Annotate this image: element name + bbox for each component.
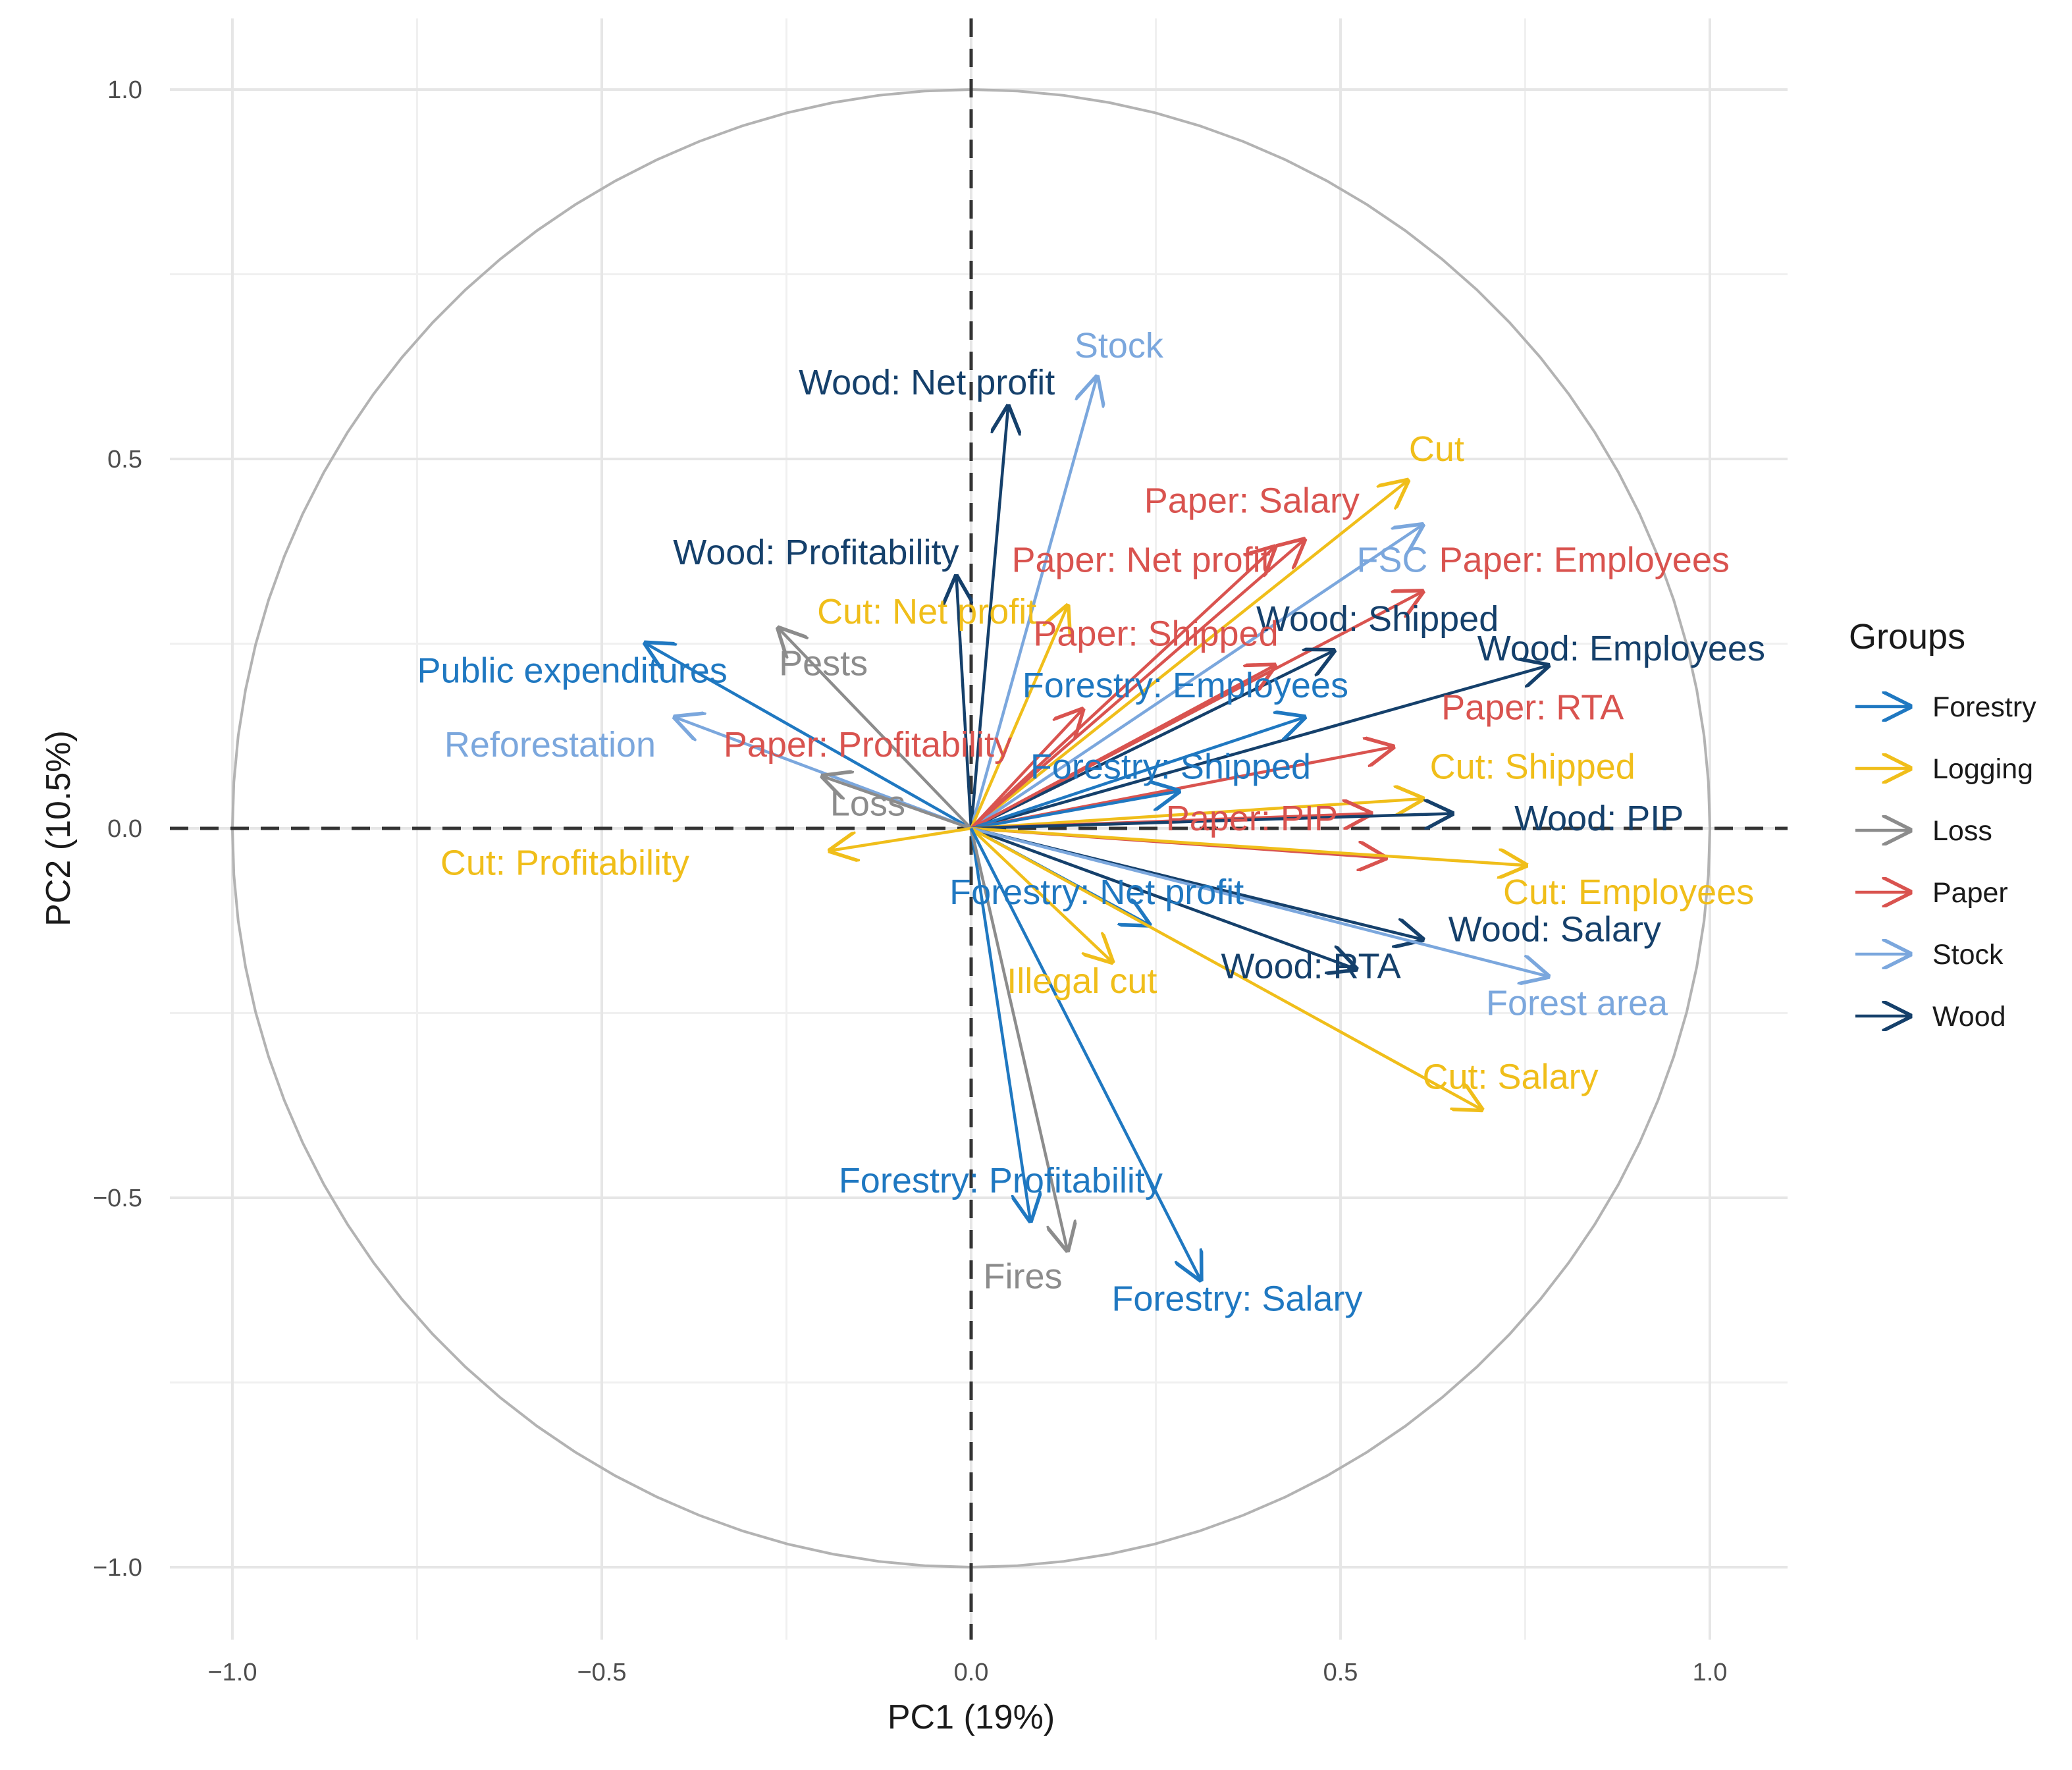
y-tick-label: 1.0 [107,76,142,104]
arrow-wood-pip [970,814,1451,830]
x-tick-label: −0.5 [577,1659,626,1686]
axis-ticks: −1.0 −0.5 0.0 0.5 1.0 −1.0 −0.5 0.0 0.5 1.0 [93,76,1727,1686]
legend-title: Groups [1849,617,1965,657]
arrow-fires [969,828,1067,1250]
y-tick-label: 0.0 [107,815,142,843]
arrow-forestry-profitability [969,828,1030,1220]
y-tick-label: −0.5 [93,1185,142,1212]
label-wood-pip: Wood: PIP [1514,799,1684,838]
legend-label-stock: Stock [1932,939,2004,971]
label-stock: Stock [1075,326,1164,365]
arrow-forestry-employees [970,718,1304,830]
label-paper-rta: Paper: RTA [1441,688,1624,728]
x-tick-label: 0.5 [1323,1659,1358,1686]
arrow-cut-profitability [831,826,972,851]
label-paper-employees: Paper: Employees [1439,540,1730,579]
label-cut-shipped: Cut: Shipped [1430,747,1635,787]
label-cut-profitability: Cut: Profitability [440,843,689,882]
zero-lines [170,18,1788,1640]
label-public-expenditures: Public expenditures [417,651,727,691]
arrow-forest-area [970,826,1547,976]
legend-label-paper: Paper [1932,877,2008,909]
arrow-forestry-shipped [970,791,1178,830]
label-fsc: FSC [1357,540,1428,579]
label-paper-profitability: Paper: Profitability [724,725,1012,764]
arrow-paper-shipped [970,666,1274,830]
arrow-wood-employees [970,666,1547,830]
legend: Groups Forestry Logging Loss Paper Stock Wood [1849,617,2036,1032]
label-paper-salary: Paper: Salary [1144,481,1360,521]
label-cut-employees: Cut: Employees [1503,872,1754,912]
arrow-paper-net-profit [970,548,1274,830]
y-axis-title: PC2 (10.5%) [40,730,78,926]
label-forestry-profitability: Forestry: Profitability [839,1161,1163,1200]
arrow-wood-rta [970,826,1355,969]
label-illegal-cut: Illegal cut [1007,961,1157,1001]
label-wood-employees: Wood: Employees [1477,629,1765,668]
label-cut-net-profit: Cut: Net profit [817,592,1036,631]
label-wood-salary: Wood: Salary [1448,909,1661,949]
legend-label-logging: Logging [1932,753,2033,785]
arrow-paper-salary [970,540,1304,830]
x-tick-label: 0.0 [954,1659,989,1686]
legend-label-loss: Loss [1932,815,1992,847]
arrow-forestry-salary [969,827,1200,1279]
arrow-cut [970,481,1407,830]
arrow-cut-employees [970,826,1526,865]
arrow-pests [779,629,972,830]
label-paper-pip: Paper: PIP [1166,799,1338,838]
x-tick-label: −1.0 [207,1659,257,1686]
label-forestry-salary: Forestry: Salary [1111,1279,1362,1318]
arrow-paper-profitability [970,710,1082,830]
label-paper-shipped: Paper: Shipped [1033,614,1278,654]
label-wood-rta: Wood: RTA [1221,946,1401,986]
label-forestry-shipped: Forestry: Shipped [1030,747,1311,787]
label-fires: Fires [984,1257,1063,1297]
label-paper-net-profit: Paper: Net profit [1011,540,1270,579]
label-forestry-employees: Forestry: Employees [1023,666,1348,705]
label-forest-area: Forest area [1486,984,1668,1023]
x-tick-label: 1.0 [1693,1659,1728,1686]
loading-arrows [646,378,1547,1279]
legend-label-wood: Wood [1932,1001,2006,1032]
legend-label-forestry: Forestry [1932,691,2036,723]
arrow-illegal-cut [970,827,1111,961]
label-reforestation: Reforestation [444,725,656,764]
x-axis-title: PC1 (19%) [888,1698,1055,1736]
arrow-wood-net-profit [969,407,1008,829]
label-pests: Pests [779,643,868,683]
label-loss: Loss [830,784,905,824]
label-cut: Cut [1409,429,1464,469]
y-tick-label: −1.0 [93,1554,142,1582]
y-tick-label: 0.5 [107,446,142,473]
label-forestry-net-profit: Forestry: Net profit [949,872,1244,912]
arrow-wood-profitability [957,577,971,829]
arrow-fsc [970,525,1421,830]
label-wood-net-profit: Wood: Net profit [799,363,1055,402]
arrow-public-expenditures [646,644,972,830]
label-wood-shipped: Wood: Shipped [1256,599,1499,639]
label-cut-salary: Cut: Salary [1423,1058,1599,1097]
arrow-stock [969,378,1097,829]
arrow-loss [824,776,972,830]
arrow-cut-net-profit [969,606,1067,829]
label-wood-profitability: Wood: Profitability [673,533,959,572]
arrow-cut-salary [970,827,1481,1109]
variable-labels: Wood: Net profit Stock Cut Paper: Salary FSC… [417,326,1765,1318]
